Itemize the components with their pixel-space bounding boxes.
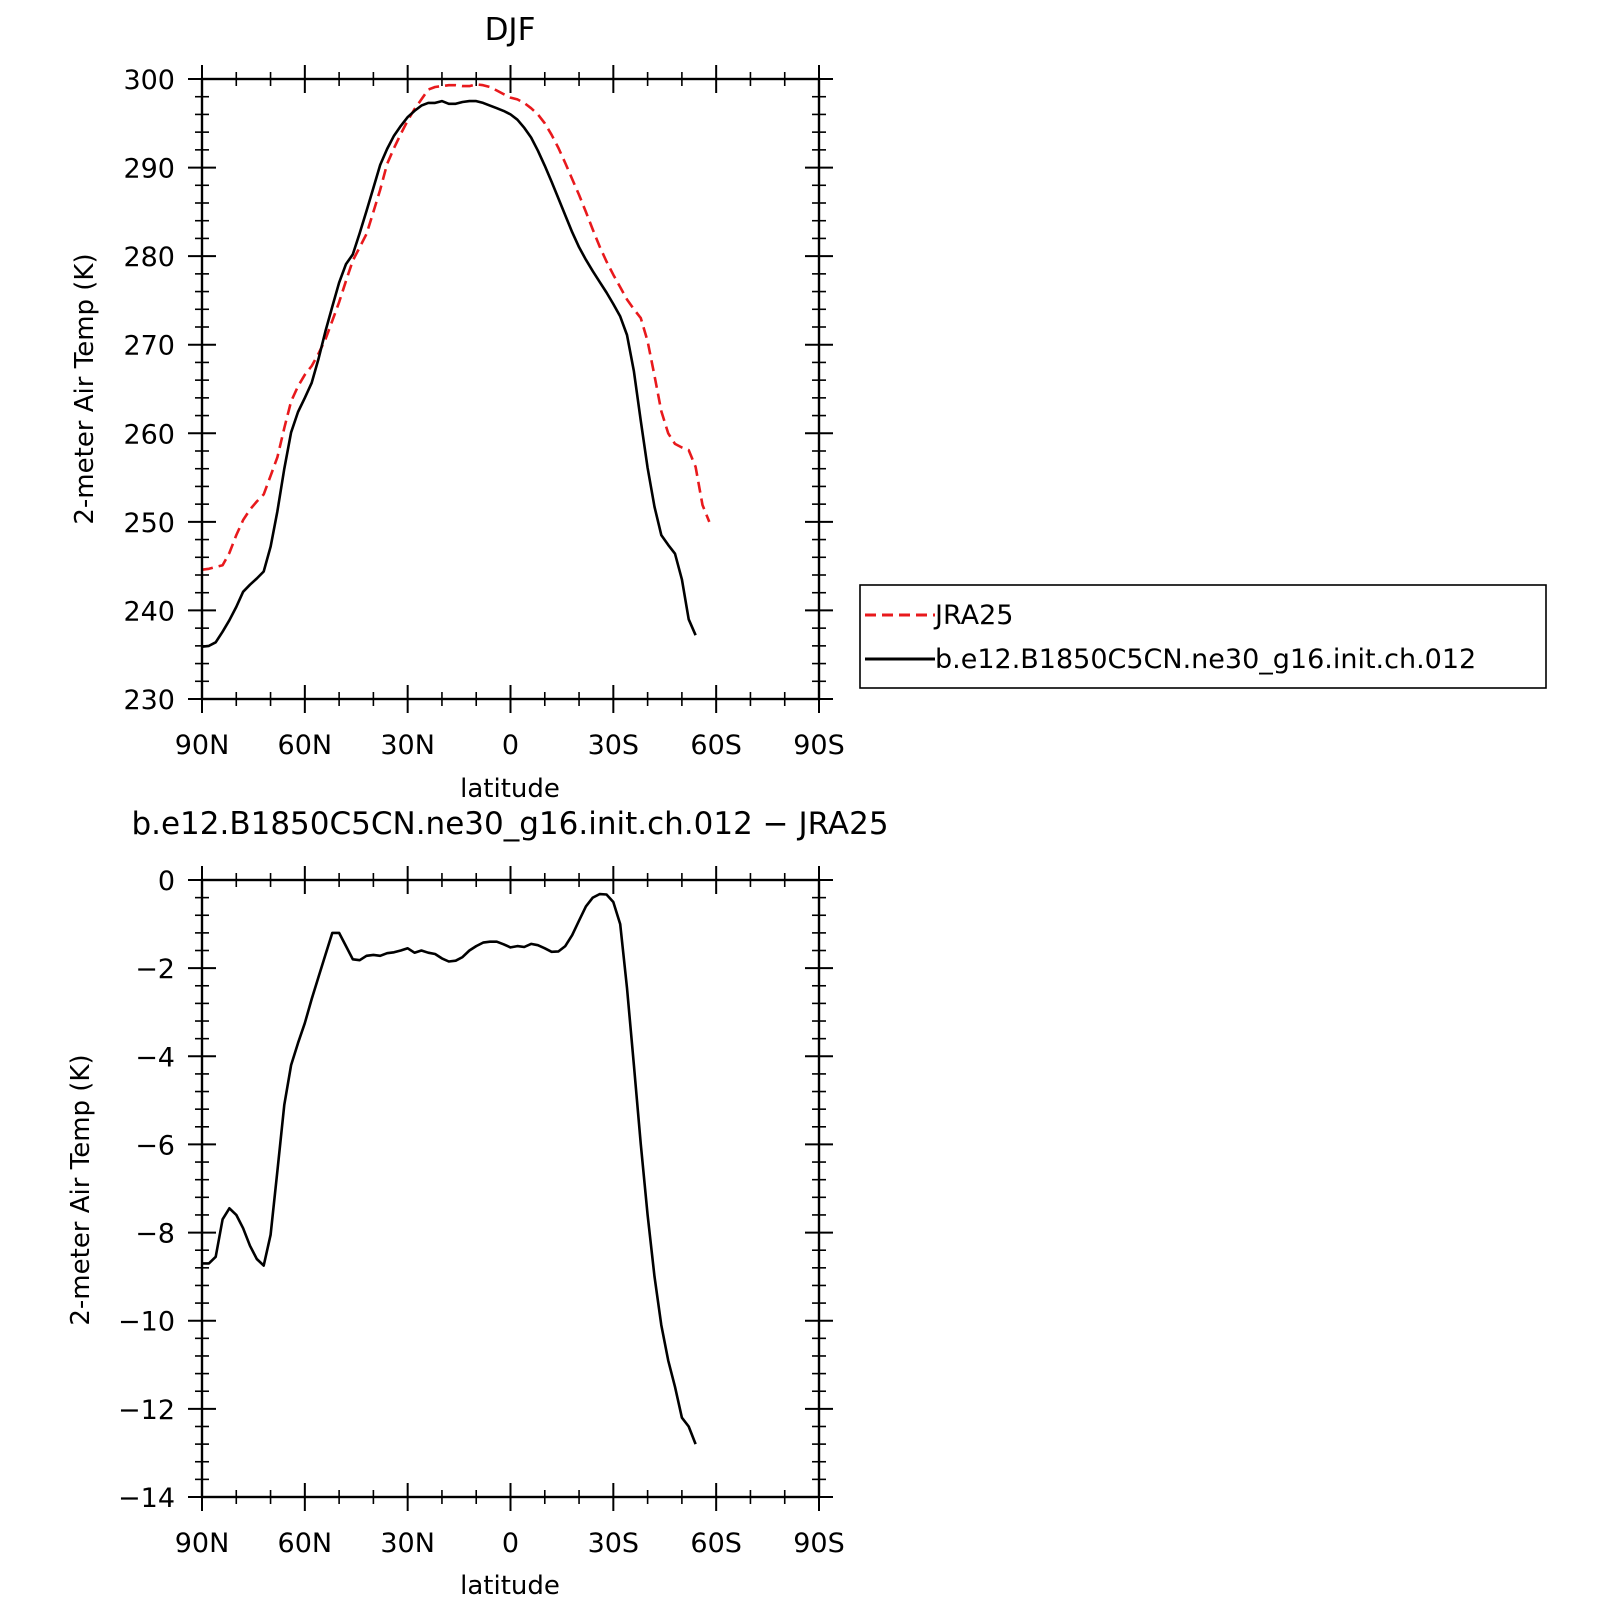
- legend: JRA25 b.e12.B1850C5CN.ne30_g16.init.ch.0…: [859, 584, 1547, 689]
- series-line-jra25: [201, 83, 711, 571]
- y-tick-label: 250: [123, 508, 175, 539]
- panel2-title: b.e12.B1850C5CN.ne30_g16.init.ch.012 − J…: [131, 806, 888, 842]
- y-tick-label: 290: [123, 154, 175, 185]
- panel1-series-group: [201, 83, 711, 648]
- x-tick-label: 90S: [793, 730, 845, 761]
- y-tick-label: −6: [135, 1130, 175, 1161]
- x-tick-label: 30N: [380, 730, 435, 761]
- y-tick-label: −2: [135, 954, 175, 985]
- series-line-b-e12-b1850c5cn-ne30-g16-init-ch-012: [201, 99, 697, 648]
- panel2-x-axis-label: latitude: [460, 1571, 560, 1601]
- panel1-y-tick-labels: 230 240 250 260 270 280 290 300: [123, 65, 175, 716]
- x-tick-label: 60N: [278, 730, 333, 761]
- panel1-ticks: [188, 65, 833, 713]
- panel1-x-tick-labels: 90N 60N 30N 0 30S 60S 90S: [175, 730, 845, 761]
- panel1-plot-frame: [200, 77, 821, 701]
- y-tick-label: 270: [123, 331, 175, 362]
- panel2-plot-frame: [200, 878, 821, 1499]
- x-tick-label: 60S: [690, 1528, 742, 1559]
- djf-temperature-panel: DJF 230 240 250 260 270 280 290 300 90N 60N 30N 0 3…: [70, 12, 845, 804]
- x-tick-label: 90S: [793, 1528, 845, 1559]
- y-tick-label: 260: [123, 419, 175, 450]
- x-tick-label: 30S: [588, 1528, 640, 1559]
- y-tick-label: −12: [118, 1395, 175, 1426]
- x-tick-label: 90N: [175, 1528, 230, 1559]
- x-tick-label: 60N: [278, 1528, 333, 1559]
- panel2-x-tick-labels: 90N 60N 30N 0 30S 60S 90S: [175, 1528, 845, 1559]
- y-tick-label: 300: [123, 65, 175, 96]
- panel2-series-group: [202, 892, 697, 1445]
- panel2-y-axis-label: 2-meter Air Temp (K): [66, 1054, 96, 1325]
- panel1-title: DJF: [485, 12, 536, 48]
- panel2-ticks: [188, 866, 833, 1511]
- x-tick-label: 30N: [380, 1528, 435, 1559]
- difference-panel: b.e12.B1850C5CN.ne30_g16.init.ch.012 − J…: [66, 806, 889, 1601]
- legend-entry-model: b.e12.B1850C5CN.ne30_g16.init.ch.012: [935, 644, 1476, 675]
- x-tick-label: 0: [502, 1528, 519, 1559]
- x-tick-label: 60S: [690, 730, 742, 761]
- y-tick-label: 0: [158, 866, 175, 897]
- x-tick-label: 0: [502, 730, 519, 761]
- panel1-y-axis-label: 2-meter Air Temp (K): [70, 253, 100, 524]
- legend-entry-jra25: JRA25: [933, 600, 1013, 631]
- legend-box: [859, 584, 1547, 689]
- y-tick-label: −10: [118, 1307, 175, 1338]
- y-tick-label: −8: [135, 1219, 175, 1250]
- x-tick-label: 30S: [588, 730, 640, 761]
- series-line-difference: [202, 892, 697, 1445]
- y-tick-label: −14: [118, 1483, 175, 1514]
- x-tick-label: 90N: [175, 730, 230, 761]
- y-tick-label: −4: [135, 1042, 175, 1073]
- y-tick-label: 230: [123, 685, 175, 716]
- panel1-x-axis-label: latitude: [460, 774, 560, 804]
- y-tick-label: 280: [123, 242, 175, 273]
- panel2-y-tick-labels: −14 −12 −10 −8 −6 −4 −2 0: [118, 866, 175, 1514]
- y-tick-label: 240: [123, 596, 175, 627]
